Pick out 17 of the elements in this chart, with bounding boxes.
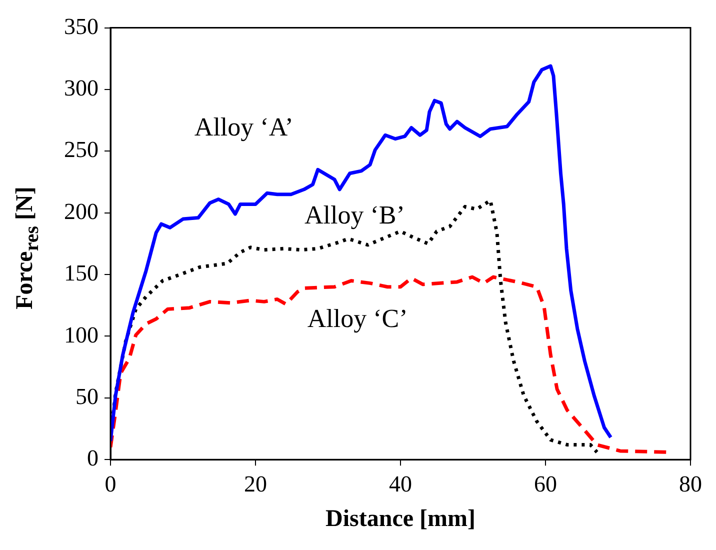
y-tick-label: 150 [64, 260, 98, 286]
x-tick-label: 40 [389, 471, 412, 496]
series-label: Alloy ‘A’ [194, 112, 294, 142]
y-tick-label: 350 [64, 14, 98, 39]
y-tick-label: 0 [87, 446, 98, 471]
x-axis-title: Distance [mm] [326, 506, 476, 532]
x-tick-label: 20 [244, 471, 267, 496]
x-tick-label: 0 [104, 471, 116, 496]
y-tick-label: 100 [64, 322, 98, 348]
y-tick-label: 250 [64, 137, 98, 162]
y-tick-label: 300 [64, 76, 98, 101]
y-tick-label: 200 [64, 198, 98, 224]
series-label: Alloy ‘B’ [304, 200, 405, 230]
y-tick-label: 50 [76, 384, 98, 409]
x-tick-label: 80 [679, 471, 702, 496]
series-label: Alloy ‘C’ [307, 304, 408, 333]
x-tick-label: 60 [534, 471, 557, 496]
